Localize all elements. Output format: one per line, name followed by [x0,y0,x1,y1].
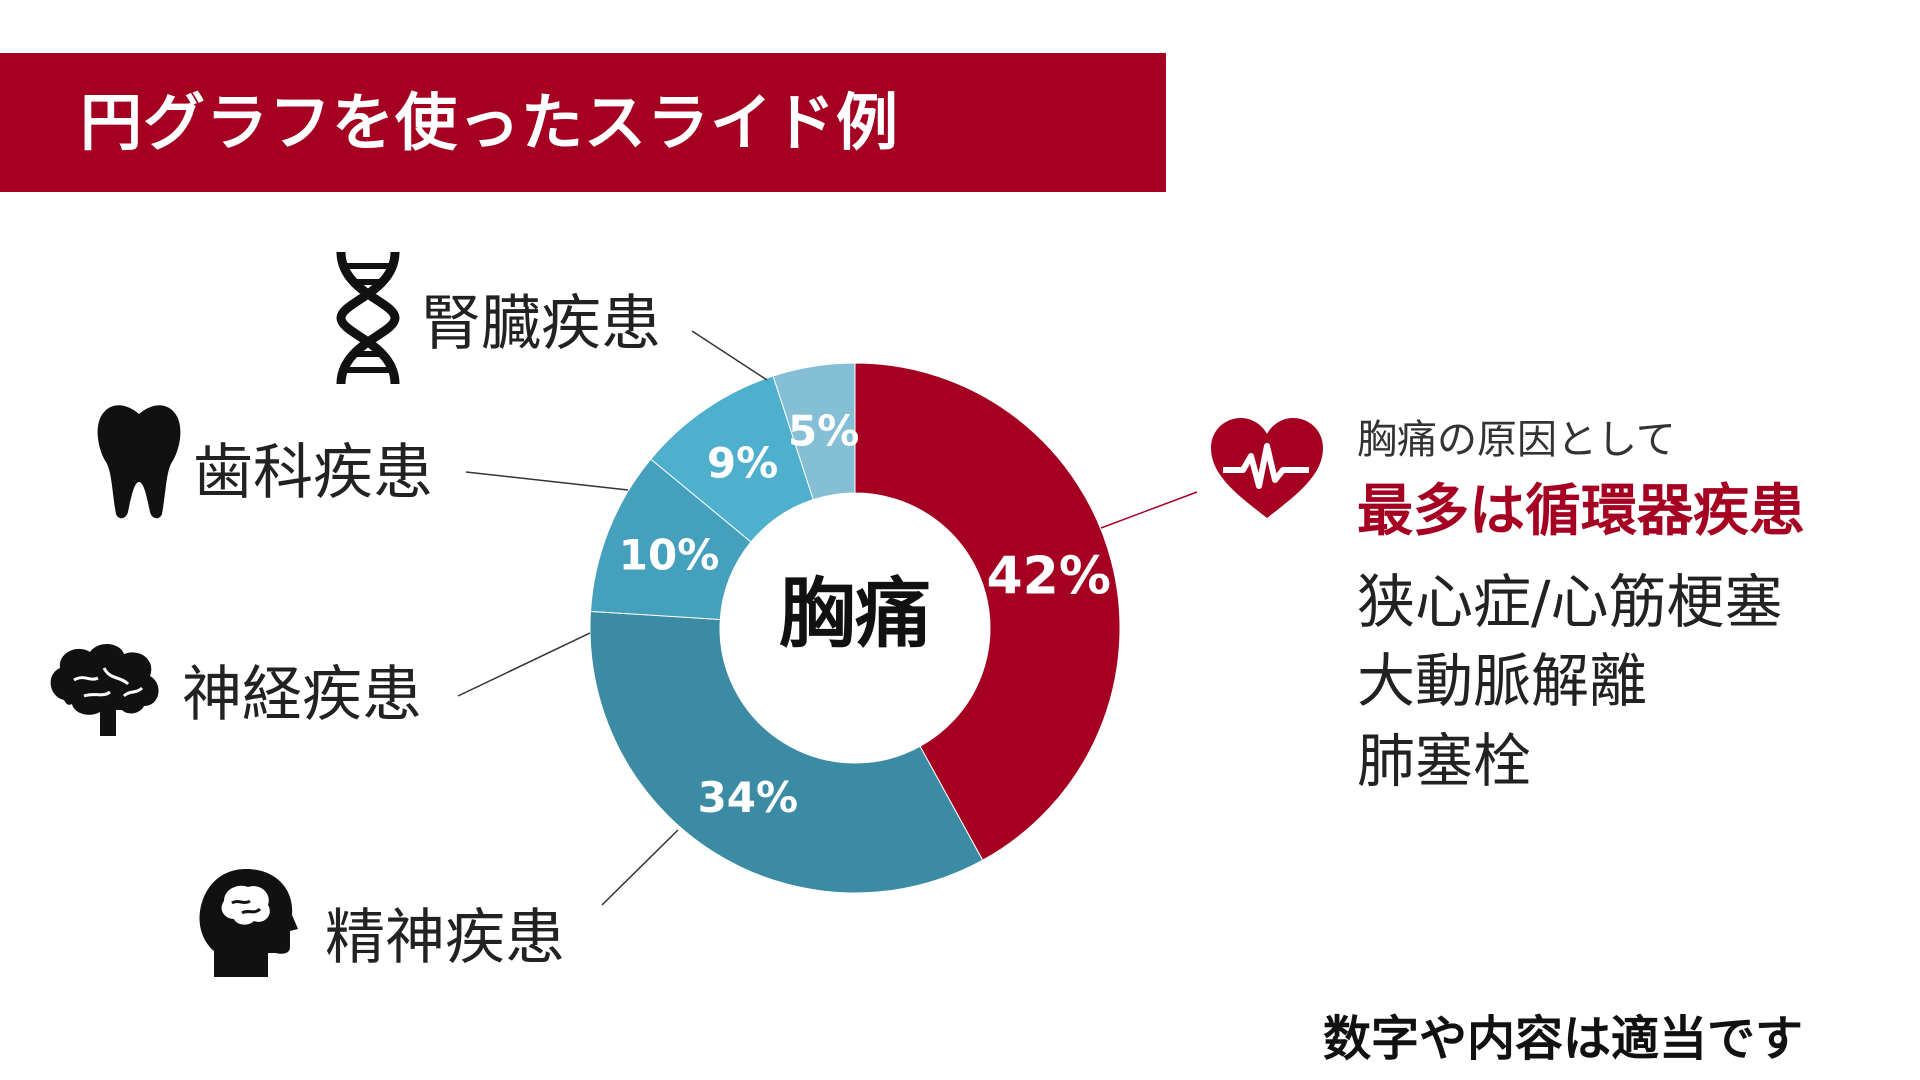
heart-pulse-icon [1209,416,1325,524]
annotation-headline: 最多は循環器疾患 [1357,479,1805,544]
chart-slices [589,362,1121,894]
chart-slice-label-1: 34% [698,773,799,822]
leader-line-psych [601,829,679,906]
cause-item: 肺塞栓 [1357,727,1532,795]
chart-center-label: 胸痛 [779,569,931,658]
chart-slice-0 [854,362,1121,861]
cause-item: 狭心症/心筋梗塞 [1357,568,1783,636]
chart-slice-label-0: 42% [986,546,1110,606]
chart-slice-label-4: 5% [788,406,859,455]
chart-slice-label-3: 9% [707,439,778,488]
title-bar: 円グラフを使ったスライド例 [0,53,1166,192]
cause-item: 大動脈解離 [1357,647,1648,715]
chart-slice-labels: 42% 34% 10% 9%5% [619,406,1111,821]
label-neuro-disease: 神経疾患 [182,660,422,730]
leader-line-kidney [691,330,768,381]
brain-icon [44,640,164,744]
head-brain-icon [198,867,298,983]
label-psych-disease: 精神疾患 [325,903,565,973]
tooth-icon [96,402,182,524]
annotation-lead: 胸痛の原因として [1357,417,1676,463]
slide-title: 円グラフを使ったスライド例 [80,86,900,159]
chart-slice-4 [772,362,856,501]
label-dental-disease: 歯科疾患 [193,438,433,508]
leader-line-cardio [1100,491,1198,529]
chart-slice-1 [589,610,984,894]
footer-note: 数字や内容は適当です [1323,1011,1804,1067]
leader-line-neuro [457,632,591,697]
dna-icon [333,251,403,388]
chart-slice-label-2: 10% [619,530,720,579]
leader-line-dental [465,471,629,491]
label-kidney-disease: 腎臓疾患 [421,289,661,359]
